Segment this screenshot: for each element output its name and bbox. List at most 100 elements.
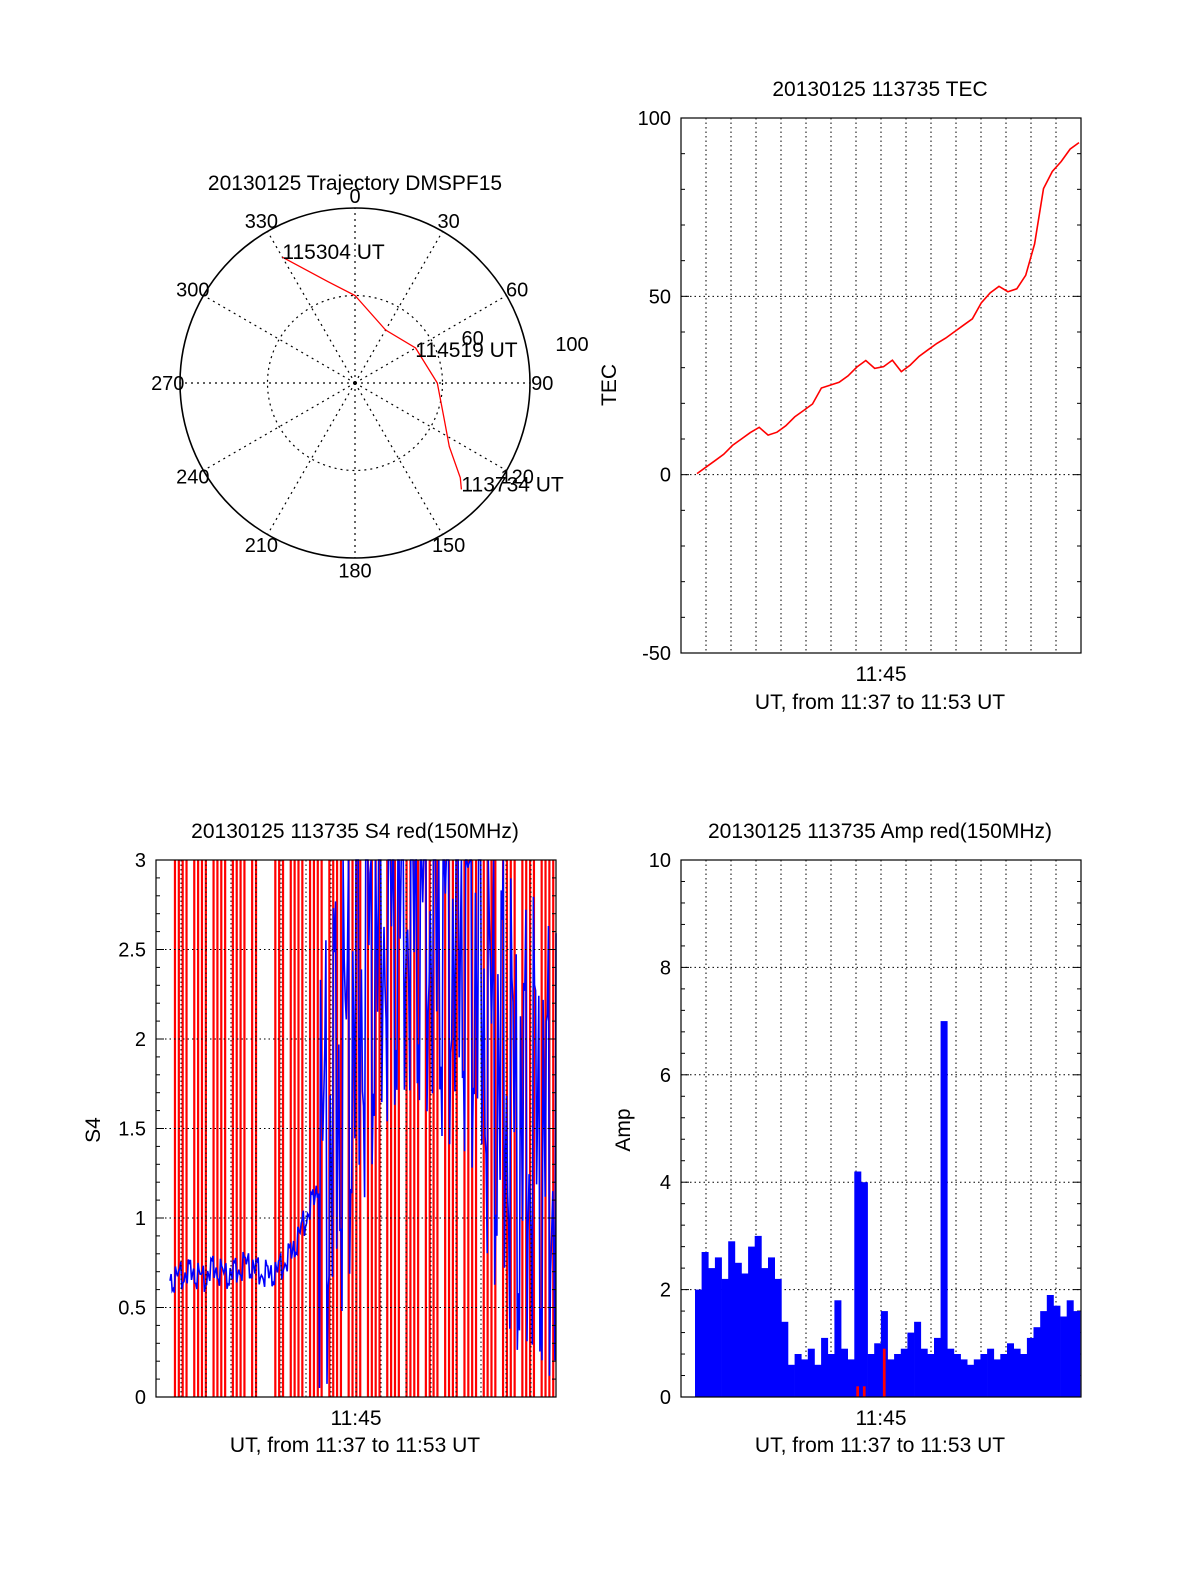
polar-angle-labels: 0 30 60 90 120 150 180 210 240 270 300 330	[151, 186, 553, 583]
amp-blue-bar	[993, 1359, 1001, 1397]
polar-title: 20130125 Trajectory DMSPF15	[208, 172, 502, 195]
y-tick-label: 3	[135, 850, 146, 872]
trajectory-annotation: 115304 UT	[282, 241, 385, 264]
amp-blue-bar	[1013, 1348, 1021, 1397]
polar-spoke	[354, 382, 507, 472]
s4-red-bar	[320, 860, 323, 1397]
amp-y-label: Amp	[612, 1108, 635, 1151]
amp-blue-bar	[827, 1354, 835, 1397]
amp-blue-bar	[980, 1354, 988, 1397]
y-tick-label: 2	[660, 1280, 671, 1302]
y-tick-label: 1	[135, 1208, 146, 1230]
amp-blue-bar	[761, 1268, 769, 1397]
s4-y-label: S4	[82, 1117, 105, 1143]
s4-red-bar	[409, 860, 412, 1397]
amp-blue-bar	[708, 1268, 716, 1397]
amp-blue-bar	[814, 1364, 822, 1397]
amp-blue-bar	[1007, 1343, 1014, 1397]
polar-angle-label: 270	[151, 373, 184, 395]
s4-red-bar	[397, 860, 400, 1397]
polar-angle-label: 330	[245, 211, 278, 233]
amp-blue-bar	[721, 1278, 729, 1397]
s4-red-bar	[293, 860, 296, 1397]
amp-blue-bar	[934, 1337, 941, 1397]
amp-x-label: UT, from 11:37 to 11:53 UT	[755, 1434, 1005, 1457]
amp-blue-bar	[973, 1359, 981, 1397]
s4-red-bar	[405, 860, 408, 1397]
amp-blue-bar	[1020, 1354, 1028, 1397]
s4-red-bar	[278, 860, 281, 1397]
s4-red-bar	[193, 860, 196, 1397]
s4-red-bar	[413, 860, 416, 1397]
polar-trajectory-panel: 20130125 Trajectory DMSPF15 0 30 60 90 120 15…	[151, 172, 589, 582]
s4-red-bar	[235, 860, 238, 1397]
polar-radius-labels: 60 100	[461, 328, 588, 356]
amp-blue-bar	[894, 1354, 902, 1397]
s4-red-bar	[436, 860, 439, 1397]
amp-blue-bar	[787, 1364, 795, 1397]
y-tick-label: 6	[660, 1065, 671, 1087]
amp-blue-bar	[748, 1246, 756, 1397]
y-tick-label: 0	[660, 465, 671, 487]
s4-red-bar	[494, 860, 497, 1397]
trajectory-annotation: 113734 UT	[461, 473, 564, 496]
s4-red-bar	[386, 860, 389, 1397]
polar-angle-label: 0	[349, 186, 360, 208]
s4-red-bar	[482, 860, 485, 1397]
s4-x-ticks: 11:45	[331, 1407, 382, 1430]
amp-bars	[695, 1021, 1081, 1398]
polar-radius-label: 60	[461, 328, 483, 350]
amp-red-bar	[882, 1348, 886, 1397]
trajectory-annotations: 115304 UT 114519 UT 113734 UT	[282, 241, 564, 496]
tec-y-label: TEC	[598, 364, 621, 406]
amp-blue-bar	[907, 1332, 915, 1397]
tec-y-ticks: 100 50 0 -50	[638, 108, 671, 665]
tec-x-label: UT, from 11:37 to 11:53 UT	[755, 691, 1005, 714]
polar-spoke	[266, 382, 356, 535]
amp-blue-bar	[1000, 1354, 1008, 1397]
tec-grid	[681, 117, 1081, 654]
s4-red-bar	[301, 860, 304, 1397]
s4-red-bar	[224, 860, 227, 1397]
y-tick-label: 0	[660, 1387, 671, 1409]
s4-red-bar	[289, 860, 292, 1397]
amp-blue-bar	[701, 1252, 709, 1397]
amp-blue-bar	[807, 1348, 815, 1397]
polar-inner-circle	[266, 294, 444, 472]
s4-red-bar	[374, 860, 377, 1397]
tec-panel: 20130125 113735 TEC 100 50 0 -50 11:45 UT, …	[598, 78, 1082, 714]
polar-angle-label: 120	[500, 467, 533, 489]
amp-title: 20130125 113735 Amp red(150MHz)	[708, 820, 1052, 843]
s4-red-bar	[274, 860, 277, 1397]
amp-blue-bar	[1073, 1311, 1081, 1397]
amp-blue-bar	[821, 1337, 829, 1397]
s4-red-bar	[532, 860, 536, 1397]
amp-blue-bar	[953, 1354, 961, 1397]
amp-blue-bar	[860, 1182, 868, 1397]
amp-panel: 20130125 113735 Amp red(150MHz) 1086420 …	[612, 820, 1082, 1457]
amp-blue-bar	[940, 1021, 948, 1397]
s4-red-bar	[540, 860, 543, 1397]
amp-blue-bar	[947, 1348, 955, 1397]
s4-red-bar	[197, 860, 200, 1397]
x-tick-label: 11:45	[331, 1407, 382, 1430]
polar-angle-label: 60	[506, 279, 528, 301]
s4-blue-line	[169, 859, 557, 1389]
amp-blue-bar	[927, 1354, 935, 1397]
x-tick-label: 11:45	[856, 1407, 907, 1430]
polar-radius-label: 100	[555, 334, 588, 356]
y-tick-label: 2	[135, 1029, 146, 1051]
amp-blue-bar	[887, 1359, 895, 1397]
amp-blue-bar	[900, 1348, 908, 1397]
amp-blue-bar	[914, 1321, 922, 1397]
s4-red-bar	[181, 860, 184, 1397]
y-tick-label: 2.5	[118, 940, 146, 962]
amp-blue-bar	[714, 1257, 722, 1397]
y-tick-label: 8	[660, 957, 671, 979]
s4-red-bar	[455, 860, 458, 1397]
s4-red-bar	[297, 860, 300, 1397]
amp-blue-bar	[1046, 1295, 1054, 1397]
s4-x-label: UT, from 11:37 to 11:53 UT	[230, 1434, 480, 1457]
s4-red-bar	[490, 860, 493, 1397]
